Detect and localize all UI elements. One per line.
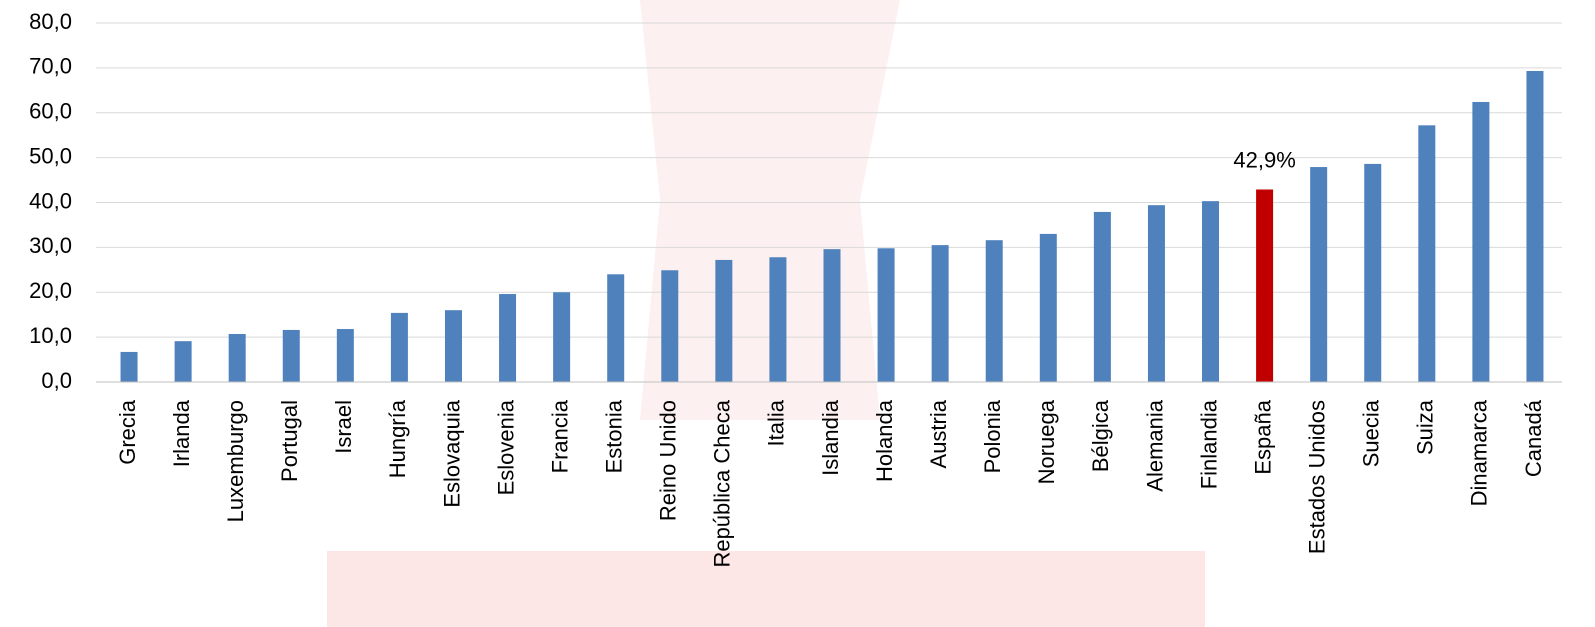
x-tick-label: España [1250,399,1275,474]
x-tick-label: Noruega [1034,399,1059,484]
bar [1202,201,1220,382]
data-label: 42,9% [1233,147,1295,172]
x-tick-label: Dinamarca [1467,399,1492,506]
x-tick-label: Eslovaquia [439,399,464,507]
x-tick-label: Holanda [872,399,897,482]
x-tick-label: Reino Unido [656,400,681,521]
bar [877,248,895,382]
y-tick-label: 40,0 [29,188,72,213]
bar [1526,71,1544,383]
bar [985,240,1003,382]
y-tick-label: 50,0 [29,143,72,168]
x-tick-label: Grecia [115,399,140,465]
bar [499,294,517,382]
x-tick-label: Suiza [1413,399,1438,455]
x-tick-label: Eslovenia [493,399,518,495]
x-tick-label: Hungría [385,399,410,478]
x-tick-label: Irlanda [169,399,194,467]
x-tick-label: Israel [331,400,356,454]
bar [1256,189,1274,382]
y-tick-label: 30,0 [29,233,72,258]
background-decoration [327,551,1205,627]
x-tick-label: Italia [764,399,789,446]
y-tick-label: 20,0 [29,278,72,303]
x-tick-label: Austria [926,399,951,468]
x-tick-label: Suecia [1359,399,1384,467]
x-tick-label: Portugal [277,400,302,482]
bar [120,351,138,382]
x-tick-label: Polonia [980,399,1005,473]
y-tick-label: 10,0 [29,323,72,348]
x-tick-label: Bélgica [1088,399,1113,472]
bar [390,312,408,382]
y-tick-label: 70,0 [29,54,72,79]
bar [1039,233,1057,382]
bar [1093,211,1111,382]
bar [1472,101,1490,382]
bar [1147,205,1165,382]
x-tick-label: Alemania [1142,399,1167,491]
bar [228,333,246,382]
y-tick-label: 80,0 [29,9,72,34]
bar [823,249,841,382]
x-tick-label: Estados Unidos [1304,400,1329,554]
bar [715,259,733,382]
x-tick-label: Islandia [818,399,843,476]
x-tick-label: Canadá [1521,399,1546,477]
bar [1418,125,1436,382]
bar [336,329,354,382]
bar [607,274,625,382]
bar [282,329,300,382]
bar [1364,163,1382,382]
bar [1310,167,1328,382]
bar [553,292,571,382]
x-tick-label: Estonia [602,399,627,473]
x-tick-label: Finlandia [1196,399,1221,489]
x-tick-label: Luxemburgo [223,400,248,522]
x-tick-label: República Checa [710,399,735,567]
y-tick-label: 60,0 [29,99,72,124]
bar [174,341,192,382]
bar [444,310,462,382]
y-tick-label: 0,0 [41,368,72,393]
bar [661,270,679,382]
x-tick-label: Francia [547,399,572,473]
bar [769,257,787,382]
bar [931,245,949,382]
